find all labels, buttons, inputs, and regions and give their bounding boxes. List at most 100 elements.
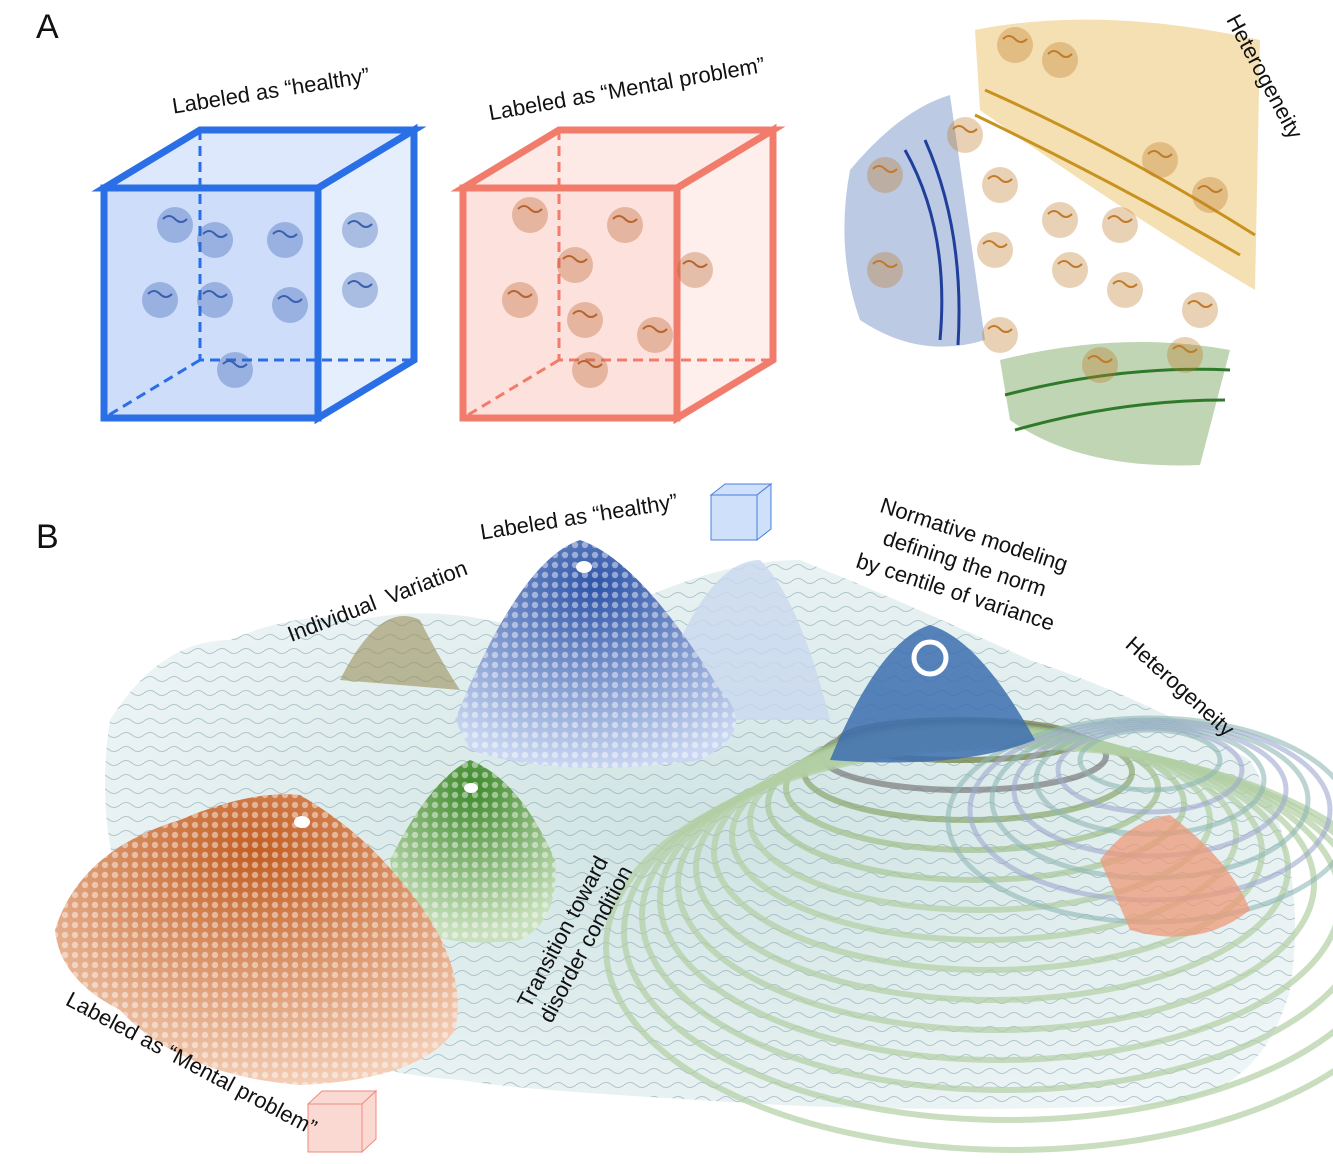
healthy-label: Labeled as “healthy” [478, 489, 679, 545]
face [267, 222, 303, 258]
small-cube [306, 1089, 378, 1154]
band-stroke [1004, 367, 1231, 432]
blue-band [844, 95, 985, 347]
face [572, 352, 608, 388]
face-hair [572, 310, 598, 318]
peak [576, 561, 592, 573]
face [1142, 142, 1178, 178]
mountain-texture [455, 540, 736, 768]
cube-face [710, 494, 758, 541]
face [502, 282, 538, 318]
face [677, 252, 713, 288]
face [1102, 207, 1138, 243]
panel-label: B [36, 518, 59, 556]
face-hair [1187, 300, 1213, 308]
face [1042, 202, 1078, 238]
face [272, 287, 308, 323]
cube-face [361, 1089, 377, 1154]
panel-label: A [36, 8, 59, 46]
face-hair [987, 175, 1013, 183]
cube-label: Labeled as “Mental problem” [487, 52, 767, 125]
cube-hidden-edge [103, 130, 414, 420]
face-hair [562, 255, 588, 263]
face-hair [272, 230, 298, 238]
face [197, 282, 233, 318]
faces [867, 27, 1228, 383]
landscape [55, 540, 1333, 1153]
face [197, 222, 233, 258]
face [1042, 42, 1078, 78]
cube-label: Labeled as “healthy” [170, 63, 371, 119]
face [512, 197, 548, 233]
face [157, 207, 193, 243]
face-hair [982, 240, 1008, 248]
face-hair [1087, 355, 1113, 363]
face [557, 247, 593, 283]
face-hair [202, 230, 228, 238]
orange-hill [1100, 815, 1250, 937]
mountain-texture [390, 760, 556, 943]
face-hair [642, 325, 668, 333]
face-hair [577, 360, 603, 368]
face-hair [162, 215, 188, 223]
face-hair [872, 165, 898, 173]
face-hair [222, 360, 248, 368]
cube-face [307, 1103, 363, 1153]
band-stroke [903, 139, 961, 346]
face [1052, 252, 1088, 288]
face-hair [1197, 185, 1223, 193]
face [637, 317, 673, 353]
face [567, 302, 603, 338]
face-hair [507, 290, 533, 298]
face-hair [277, 295, 303, 303]
face [1192, 177, 1228, 213]
band-stroke [974, 88, 1256, 257]
norm-peak [830, 625, 1035, 763]
face [142, 282, 178, 318]
face-hair [517, 205, 543, 213]
face-hair [1107, 215, 1133, 223]
face [1167, 337, 1203, 373]
cube-face [673, 123, 777, 425]
face-hair [1172, 345, 1198, 353]
faces [502, 197, 713, 388]
face [947, 117, 983, 153]
face-hair [1057, 260, 1083, 268]
green-band [1000, 342, 1230, 466]
face [342, 272, 378, 308]
faces [142, 207, 378, 388]
peak [911, 639, 949, 677]
heterogeneity-illustration [844, 19, 1260, 466]
face [1082, 347, 1118, 383]
face-hair [952, 125, 978, 133]
cube-hidden-edge [462, 130, 773, 420]
peak [464, 783, 478, 793]
cube-face [459, 184, 681, 422]
face [217, 352, 253, 388]
face-hair [1002, 35, 1028, 43]
face [982, 167, 1018, 203]
face-hair [347, 220, 373, 228]
face [867, 252, 903, 288]
face [1107, 272, 1143, 308]
cube-face [314, 123, 418, 425]
face-hair [612, 215, 638, 223]
face [982, 317, 1018, 353]
face [342, 212, 378, 248]
face [867, 157, 903, 193]
peak [294, 816, 310, 828]
face-hair [1147, 150, 1173, 158]
face-hair [1112, 280, 1138, 288]
mental-cube [450, 123, 786, 425]
face-hair [147, 290, 173, 298]
face-hair [1047, 50, 1073, 58]
face-hair [682, 260, 708, 268]
face-hair [347, 280, 373, 288]
face [997, 27, 1033, 63]
mountain-texture [55, 794, 458, 1085]
healthy-cube [91, 123, 427, 425]
hill [340, 616, 460, 690]
face-hair [987, 325, 1013, 333]
small-cube [709, 482, 773, 542]
